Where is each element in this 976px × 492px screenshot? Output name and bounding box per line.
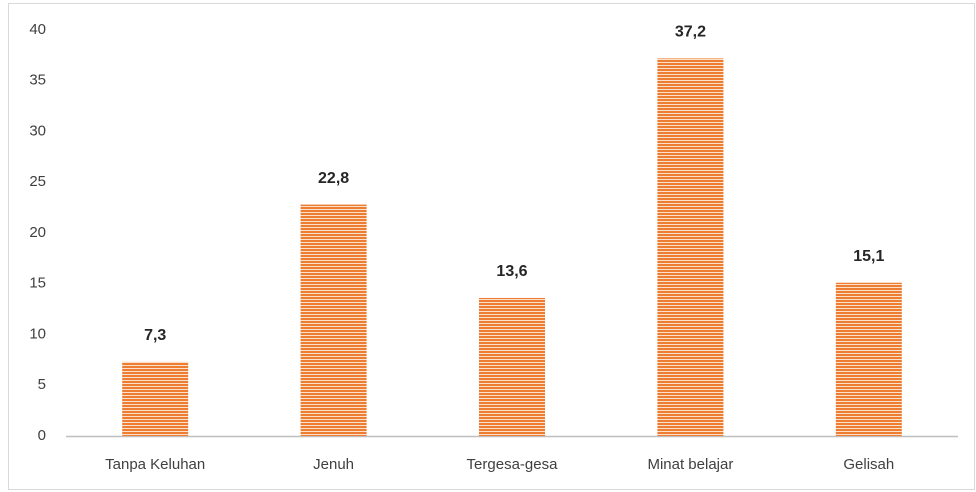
bar [300, 204, 367, 436]
x-tick-label: Minat belajar [647, 456, 733, 473]
y-tick-label: 40 [29, 21, 46, 38]
y-tick-label: 0 [38, 427, 46, 444]
y-tick-label: 30 [29, 122, 46, 139]
data-label: 37,2 [675, 24, 706, 41]
y-tick-label: 10 [29, 325, 46, 342]
y-tick-label: 25 [29, 173, 46, 190]
x-tick-label: Jenuh [313, 456, 354, 473]
bar [479, 297, 545, 436]
bar [122, 361, 189, 436]
bar [835, 282, 902, 436]
y-tick-label: 20 [29, 224, 46, 241]
data-label: 15,1 [853, 248, 884, 265]
data-label: 7,3 [144, 327, 166, 344]
x-tick-label: Tergesa-gesa [467, 456, 559, 473]
data-label: 13,6 [496, 263, 527, 280]
x-tick-label: Tanpa Keluhan [105, 456, 205, 473]
y-tick-label: 15 [29, 275, 46, 292]
y-tick-label: 5 [38, 376, 46, 393]
y-tick-label: 35 [29, 72, 46, 89]
bar [657, 58, 724, 437]
x-tick-label: Gelisah [843, 456, 894, 473]
data-label: 22,8 [318, 170, 349, 187]
